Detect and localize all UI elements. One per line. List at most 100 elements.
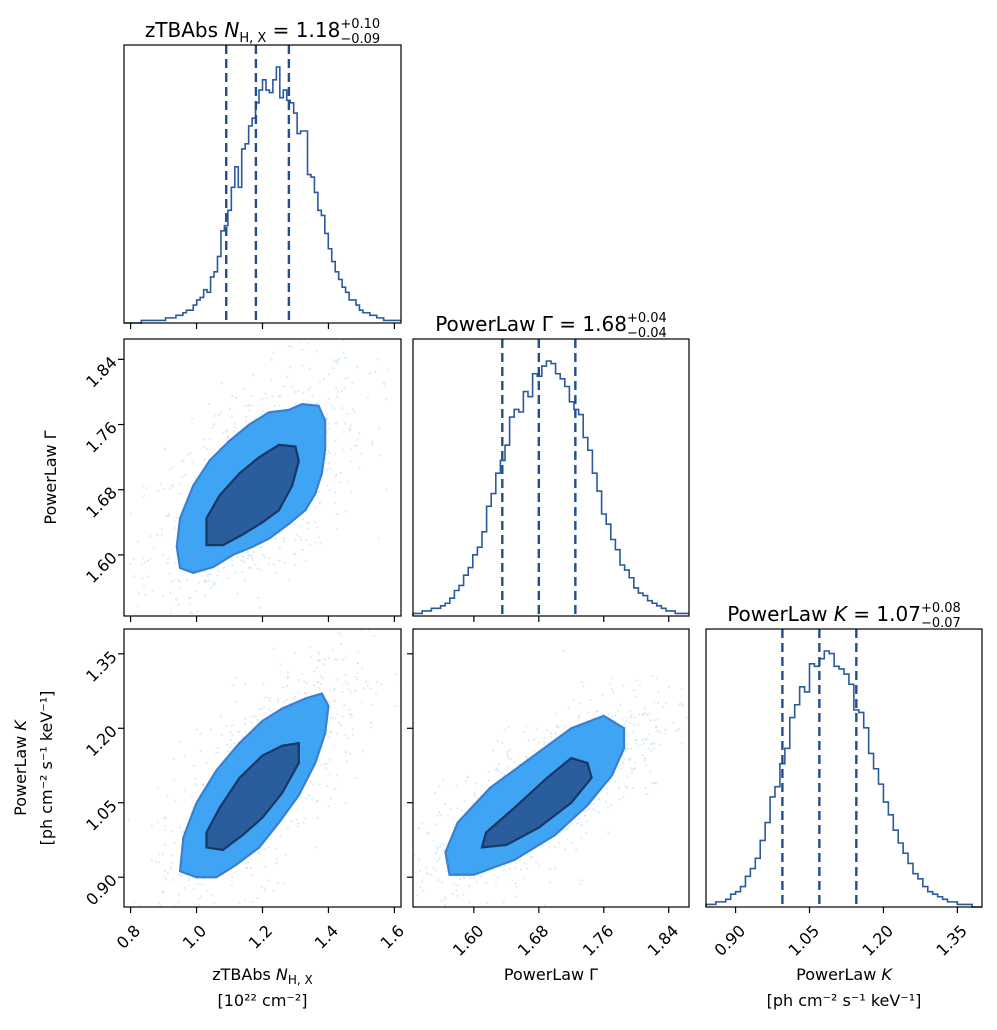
scatter-point — [537, 741, 541, 744]
scatter-point — [263, 865, 266, 868]
scatter-point — [235, 396, 238, 400]
scatter-point — [509, 757, 512, 761]
scatter-point — [328, 700, 331, 704]
scatter-point — [553, 845, 556, 849]
scatter-point — [354, 624, 356, 626]
scatter-point — [229, 745, 232, 749]
scatter-point — [119, 889, 121, 891]
scatter-point — [188, 602, 192, 605]
scatter-point — [192, 764, 196, 767]
scatter-point — [314, 541, 317, 544]
scatter-point — [242, 556, 246, 559]
x-tick-label-nh: 1.0 — [179, 921, 210, 952]
scatter-point — [272, 889, 275, 892]
scatter-point — [503, 728, 506, 731]
scatter-point — [191, 612, 194, 615]
scatter-point — [157, 861, 160, 864]
scatter-point — [601, 694, 604, 697]
scatter-point — [231, 336, 233, 338]
scatter-point — [562, 649, 565, 652]
scatter-point — [644, 786, 647, 790]
histogram-line-k — [705, 650, 982, 908]
scatter-point — [318, 502, 322, 505]
scatter-point — [635, 695, 638, 699]
scatter-point — [460, 809, 463, 812]
scatter-point — [576, 822, 579, 825]
scatter-point — [292, 697, 296, 700]
scatter-point — [194, 589, 197, 593]
scatter-point — [308, 522, 311, 525]
scatter-point — [189, 611, 192, 614]
scatter-point — [403, 754, 405, 756]
scatter-point — [231, 684, 235, 687]
x-tick-label-k: 1.35 — [932, 921, 971, 960]
scatter-point — [518, 858, 522, 862]
scatter-point — [444, 803, 447, 806]
scatter-point — [276, 881, 279, 885]
scatter-point — [376, 358, 379, 361]
scatter-point — [323, 658, 327, 661]
scatter-point — [358, 467, 361, 470]
scatter-point — [661, 706, 665, 709]
scatter-point — [395, 863, 397, 865]
scatter-point — [250, 394, 253, 398]
scatter-point — [209, 572, 212, 576]
x-tick-label-k: 0.90 — [711, 921, 750, 960]
scatter-point — [269, 697, 272, 700]
scatter-point — [230, 921, 232, 923]
scatter-point — [316, 650, 319, 653]
scatter-point — [230, 415, 233, 418]
scatter-point — [184, 789, 187, 792]
scatter-point — [319, 674, 322, 678]
scatter-point — [349, 428, 352, 431]
scatter-point — [317, 760, 320, 763]
scatter-point — [653, 781, 656, 785]
scatter-point — [333, 788, 337, 791]
y-tick-label-gamma: 1.76 — [82, 418, 121, 457]
scatter-point — [701, 697, 703, 699]
scatter-point — [172, 878, 175, 882]
scatter-point — [259, 412, 263, 415]
scatter-point — [317, 605, 319, 607]
scatter-point — [439, 846, 442, 849]
scatter-point — [555, 712, 558, 715]
scatter-point — [226, 918, 228, 920]
scatter-point — [256, 896, 259, 900]
scatter-point — [231, 724, 234, 727]
scatter-point — [468, 884, 471, 888]
scatter-point — [566, 827, 569, 830]
scatter-point — [370, 441, 374, 444]
scatter-point — [216, 565, 220, 568]
scatter-point — [610, 677, 613, 680]
scatter-point — [163, 875, 166, 878]
scatter-point — [349, 689, 352, 692]
scatter-point — [200, 883, 203, 886]
scatter-point — [327, 461, 330, 465]
scatter-point — [295, 818, 298, 821]
scatter-point — [331, 717, 334, 720]
scatter-point — [514, 861, 517, 864]
scatter-point — [178, 492, 182, 496]
scatter-point — [186, 578, 189, 581]
scatter-point — [614, 714, 617, 717]
scatter-point — [641, 739, 644, 742]
y-axis-label-k: PowerLaw K — [11, 719, 30, 816]
scatter-point — [252, 550, 255, 554]
scatter-point — [621, 754, 625, 757]
scatter-point — [522, 730, 525, 733]
density-panel-gamma-k — [395, 628, 703, 908]
scatter-point — [335, 774, 339, 777]
scatter-point — [700, 687, 702, 689]
scatter-point — [658, 730, 661, 734]
scatter-point — [626, 734, 630, 738]
panel-title-minus-nh: −0.09 — [340, 32, 380, 47]
scatter-point — [185, 985, 187, 987]
scatter-point — [342, 339, 345, 342]
scatter-point — [328, 758, 331, 761]
scatter-point — [163, 869, 166, 873]
scatter-point — [299, 525, 302, 528]
scatter-point — [545, 729, 548, 732]
scatter-point — [209, 728, 213, 731]
scatter-point — [244, 682, 247, 685]
scatter-point — [267, 562, 270, 565]
